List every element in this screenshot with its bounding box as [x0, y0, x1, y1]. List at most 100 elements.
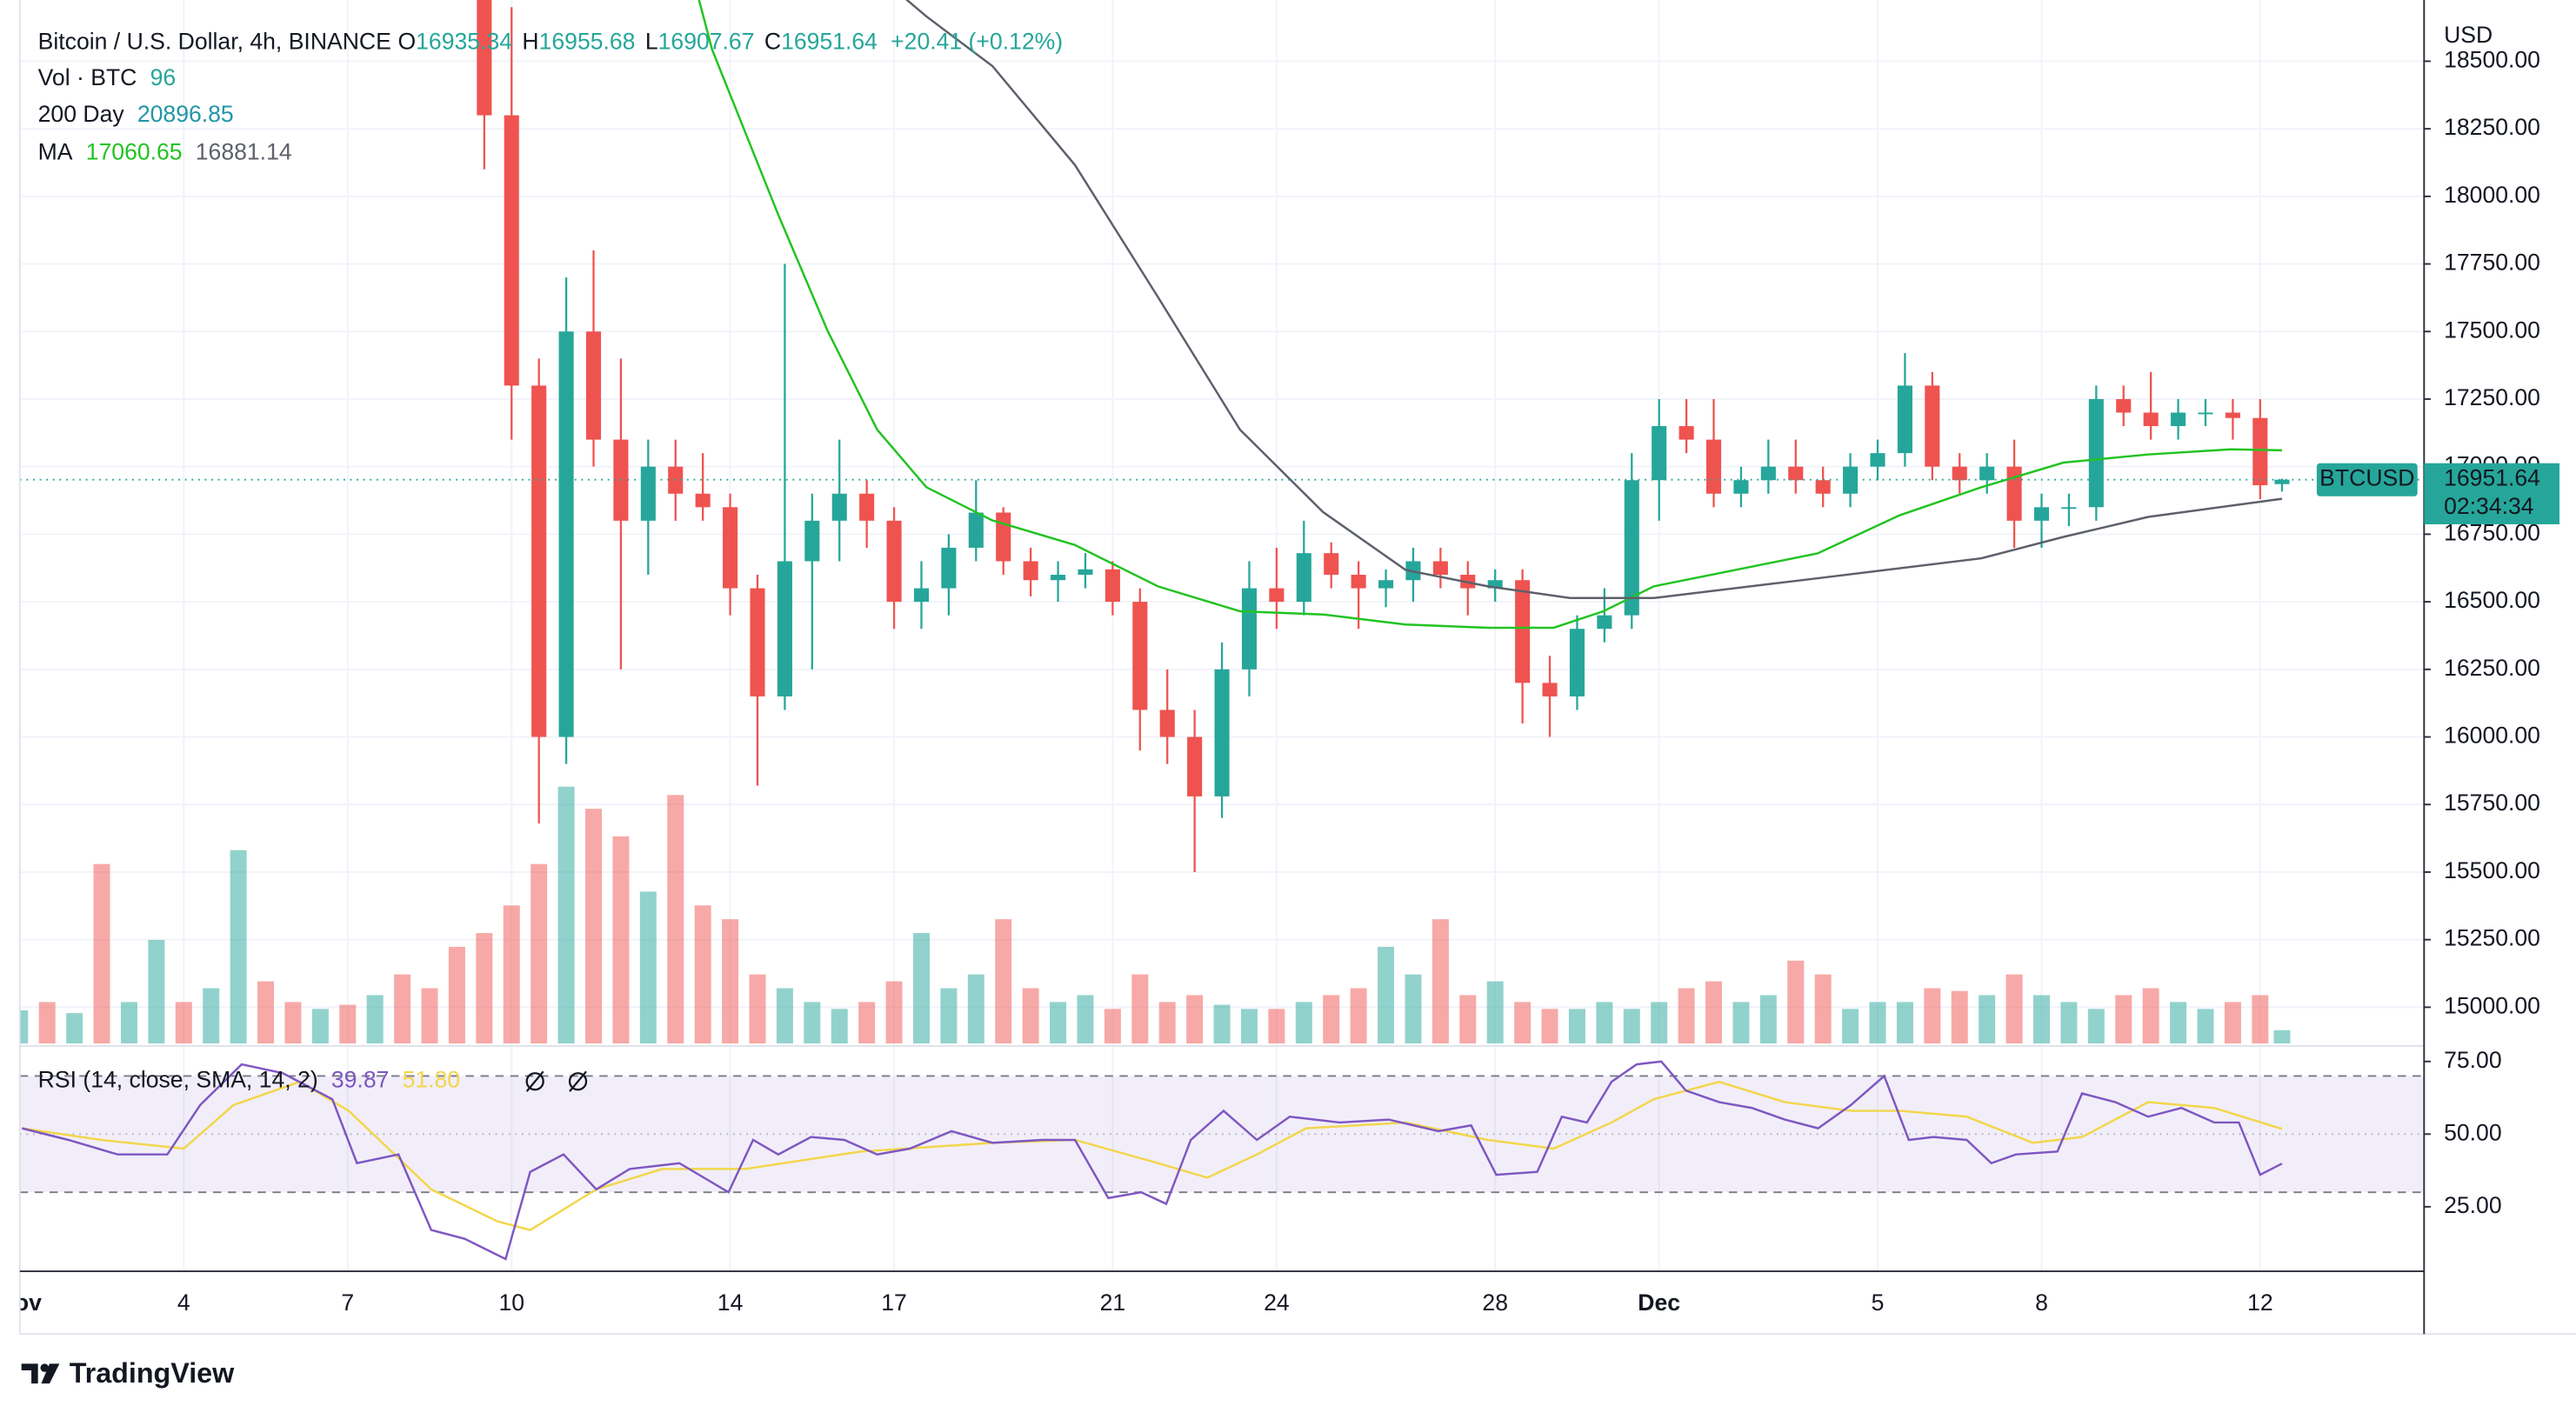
candle-body: [1542, 683, 1558, 696]
candle-body: [531, 385, 547, 737]
x-tick-label: 24: [1264, 1289, 1290, 1316]
volume-bar: [1678, 988, 1695, 1044]
legend-row: MA 17060.65 16881.14: [38, 139, 292, 165]
brand-name: TradingView: [70, 1357, 235, 1389]
volume-bar: [339, 1004, 357, 1044]
candle-body: [913, 588, 930, 603]
candle-body: [558, 331, 574, 737]
y-tick-label: 16250.00: [2444, 655, 2540, 681]
volume-bar: [284, 1002, 302, 1044]
candle-body: [2274, 479, 2290, 484]
volume-bar: [1541, 1009, 1558, 1044]
volume-bar: [503, 905, 520, 1044]
volume-bar: [858, 1002, 876, 1044]
volume-bar: [585, 809, 602, 1044]
legend-item: 16955.68: [539, 28, 636, 54]
legend-row: RSI (14, close, SMA, 14, 2) 39.87 51.80: [38, 1067, 460, 1093]
volume-bar: [1705, 981, 1723, 1044]
candle-body: [1733, 480, 1749, 494]
candle-body: [1214, 669, 1230, 796]
currency-label: USD: [2444, 22, 2493, 48]
candle-body: [1051, 575, 1066, 581]
hide-icon[interactable]: [568, 1072, 588, 1091]
candle-body: [1023, 561, 1038, 581]
rsi-legend-icons: [525, 1070, 588, 1092]
x-tick-label: 17: [881, 1289, 907, 1316]
volume-bar: [1158, 1002, 1176, 1044]
volume-bar: [1378, 946, 1395, 1044]
volume-bar: [1022, 988, 1039, 1044]
candle-body: [1788, 466, 1804, 481]
volume-bar: [557, 786, 575, 1044]
candle-body: [1104, 569, 1120, 603]
candle-body: [941, 547, 957, 589]
price-tag: [2424, 463, 2560, 524]
volume-bar: [257, 981, 275, 1044]
volume-bar: [2115, 995, 2132, 1044]
legend-item: C: [764, 28, 781, 54]
candle-body: [2198, 412, 2213, 415]
hide-icon[interactable]: [525, 1072, 544, 1091]
volume-bar: [1869, 1002, 1886, 1044]
volume-bar: [749, 974, 766, 1044]
candle-body: [1187, 736, 1203, 796]
candle-body: [1897, 385, 1912, 454]
candle-body: [2033, 507, 2050, 521]
x-tick-label: 5: [1872, 1289, 1885, 1316]
candle-body: [2088, 398, 2104, 508]
volume-bar: [1050, 1002, 1067, 1044]
x-tick-label: 10: [498, 1289, 524, 1316]
candle-body: [585, 331, 602, 440]
candle-body: [1378, 580, 1394, 589]
y-tick-label: 15250.00: [2444, 925, 2540, 951]
legend-item: 17060.65: [86, 139, 183, 165]
volume-bar: [1104, 1009, 1121, 1044]
x-tick-label: 21: [1100, 1289, 1126, 1316]
volume-bar: [366, 995, 384, 1044]
candle-body: [1324, 553, 1339, 576]
y-tick-label: 16000.00: [2444, 723, 2540, 749]
candle-body: [1925, 385, 1940, 467]
volume-bar: [667, 795, 684, 1044]
candle-body: [2252, 417, 2268, 486]
y-tick-label: 15500.00: [2444, 857, 2540, 883]
volume-bar: [722, 919, 739, 1044]
x-tick-label: 7: [341, 1289, 354, 1316]
y-tick-label: 17250.00: [2444, 384, 2540, 410]
brand-logo: [21, 1363, 60, 1384]
volume-bar: [1431, 919, 1449, 1044]
candle-body: [750, 588, 765, 696]
volume-bar: [612, 836, 630, 1044]
legend-item: 200 Day: [38, 101, 125, 127]
price-tag-countdown: 02:34:34: [2444, 493, 2533, 519]
rsi-pane: [19, 1060, 2425, 1261]
logo-dot: [40, 1363, 50, 1372]
candle-body: [1815, 480, 1831, 494]
volume-bar: [1186, 995, 1204, 1044]
volume-bar: [831, 1009, 848, 1044]
y-tick-label: 17750.00: [2444, 250, 2540, 276]
volume-bar: [120, 1002, 137, 1044]
volume-bar: [2252, 995, 2269, 1044]
volume-bar: [1596, 1002, 1613, 1044]
legend: Bitcoin / U.S. Dollar, 4h, BINANCE O16935…: [38, 28, 1063, 1092]
volume-bar: [1514, 1002, 1532, 1044]
volume-bar: [1732, 1002, 1750, 1044]
rsi-line: [21, 1060, 2283, 1261]
candle-body: [504, 115, 519, 386]
volume-bar: [1787, 960, 1805, 1044]
x-tick-label: 4: [177, 1289, 190, 1316]
candle-body: [2143, 412, 2159, 427]
legend-item: Bitcoin / U.S. Dollar, 4h, BINANCE: [38, 28, 391, 54]
candle-body: [2116, 398, 2132, 413]
legend-item: MA: [38, 139, 73, 165]
price-pane: [19, 0, 2425, 1044]
candle-body: [968, 512, 984, 548]
candle-body: [1624, 480, 1639, 616]
rsi-tick-label: 75.00: [2444, 1047, 2502, 1073]
legend-row: Bitcoin / U.S. Dollar, 4h, BINANCE O16935…: [38, 28, 1063, 54]
x-tick-label: 28: [1482, 1289, 1508, 1316]
candle-body: [723, 507, 738, 589]
volume-bar: [1350, 988, 1367, 1044]
candle-body: [804, 520, 820, 562]
